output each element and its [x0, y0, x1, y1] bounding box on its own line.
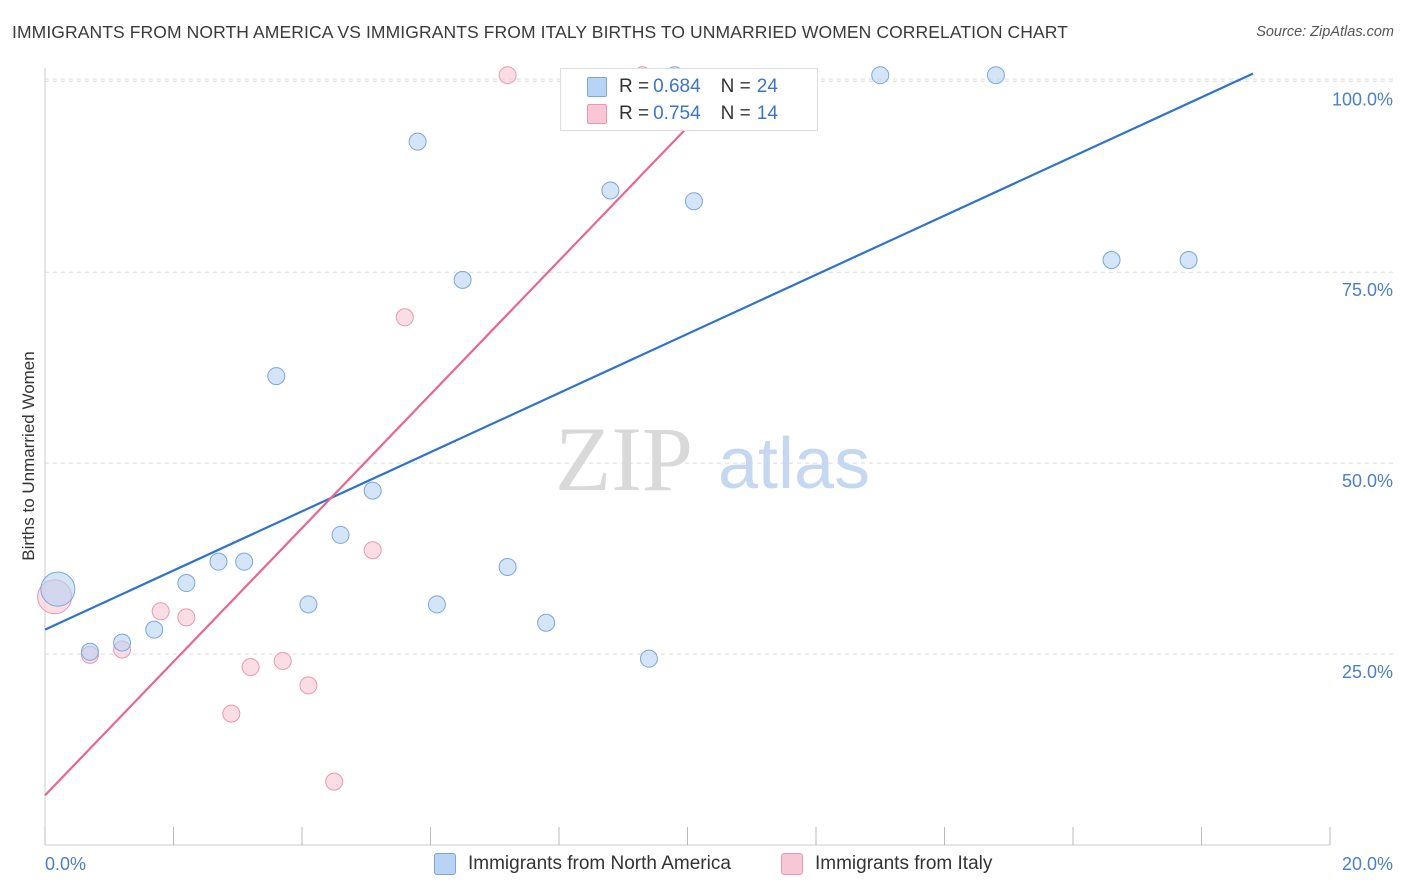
y-tick-label: 100.0%	[1332, 89, 1393, 109]
trend-line-italy	[44, 126, 689, 797]
chart-title: IMMIGRANTS FROM NORTH AMERICA VS IMMIGRA…	[12, 22, 1068, 42]
legend-r-label: R =	[619, 103, 650, 124]
data-point-north-america	[498, 558, 517, 577]
data-point-italy	[299, 676, 318, 695]
trend-lines	[44, 72, 1254, 797]
data-point-north-america	[871, 66, 890, 85]
bottom-legend-label: Immigrants from Italy	[815, 853, 993, 874]
y-tick-label: 75.0%	[1342, 280, 1393, 300]
legend-swatch-blue	[587, 77, 607, 97]
x-tick-label: 20.0%	[1342, 854, 1393, 874]
data-point-north-america	[40, 571, 76, 607]
data-point-italy	[151, 602, 170, 621]
watermark-atlas: atlas	[718, 424, 870, 504]
legend-n-label: N =	[720, 76, 751, 97]
y-tick-label: 25.0%	[1342, 662, 1393, 682]
data-point-north-america	[235, 552, 254, 571]
legend-r-label: R =	[619, 76, 650, 97]
data-point-north-america	[331, 525, 350, 544]
bottom-legend-swatch-pink	[781, 853, 803, 875]
data-point-north-america	[986, 66, 1005, 85]
data-point-north-america	[363, 481, 382, 500]
legend-row-italy: R = 0.754 N = 14	[587, 102, 778, 126]
legend-r-value: 0.684	[653, 76, 701, 97]
data-point-italy	[273, 651, 292, 670]
legend-r-value: 0.754	[653, 103, 701, 124]
data-point-italy	[498, 66, 517, 85]
watermark: ZIP atlas	[555, 408, 870, 510]
bottom-legend-swatch-blue	[434, 853, 456, 875]
data-point-italy	[177, 608, 196, 627]
data-point-italy	[241, 658, 260, 677]
data-point-north-america	[639, 649, 658, 668]
data-point-north-america	[537, 613, 556, 632]
bottom-legend-north-america: Immigrants from North America	[434, 852, 731, 876]
data-point-north-america	[80, 642, 99, 661]
legend-row-north-america: R = 0.684 N = 24	[587, 75, 778, 99]
source-label: Source: ZipAtlas.com	[1256, 24, 1394, 40]
data-point-north-america	[427, 595, 446, 614]
data-point-north-america	[1179, 251, 1198, 270]
data-point-north-america	[453, 270, 472, 289]
data-point-north-america	[145, 620, 164, 639]
tick-labels: 25.0% 50.0% 75.0% 100.0% 0.0% 20.0%	[45, 89, 1393, 874]
bottom-legend-italy: Immigrants from Italy	[781, 852, 992, 876]
data-point-italy	[363, 541, 382, 560]
data-points	[37, 66, 1198, 791]
stats-legend: R = 0.684 N = 24 R = 0.754 N = 14	[560, 68, 818, 131]
data-point-north-america	[113, 633, 132, 652]
data-point-north-america	[1102, 251, 1121, 270]
y-tick-label: 50.0%	[1342, 471, 1393, 491]
legend-n-value: 24	[756, 76, 778, 97]
data-point-italy	[395, 308, 414, 327]
data-point-north-america	[299, 595, 318, 614]
bottom-legend-label: Immigrants from North America	[468, 853, 731, 874]
data-point-north-america	[267, 367, 286, 386]
data-point-north-america	[684, 192, 703, 211]
trend-line-north-america	[44, 72, 1254, 631]
legend-n-value: 14	[756, 103, 778, 124]
data-point-north-america	[408, 132, 427, 151]
y-axis-label: Births to Unmarried Women	[19, 351, 38, 560]
data-point-italy	[325, 772, 344, 791]
axes	[44, 68, 1331, 846]
legend-swatch-pink	[587, 104, 607, 124]
data-point-north-america	[601, 181, 620, 200]
x-tick-label: 0.0%	[45, 854, 86, 874]
data-point-italy	[222, 704, 241, 723]
data-point-north-america	[177, 574, 196, 593]
legend-n-label: N =	[720, 103, 751, 124]
data-point-north-america	[209, 552, 228, 571]
watermark-zip: ZIP	[555, 408, 693, 510]
